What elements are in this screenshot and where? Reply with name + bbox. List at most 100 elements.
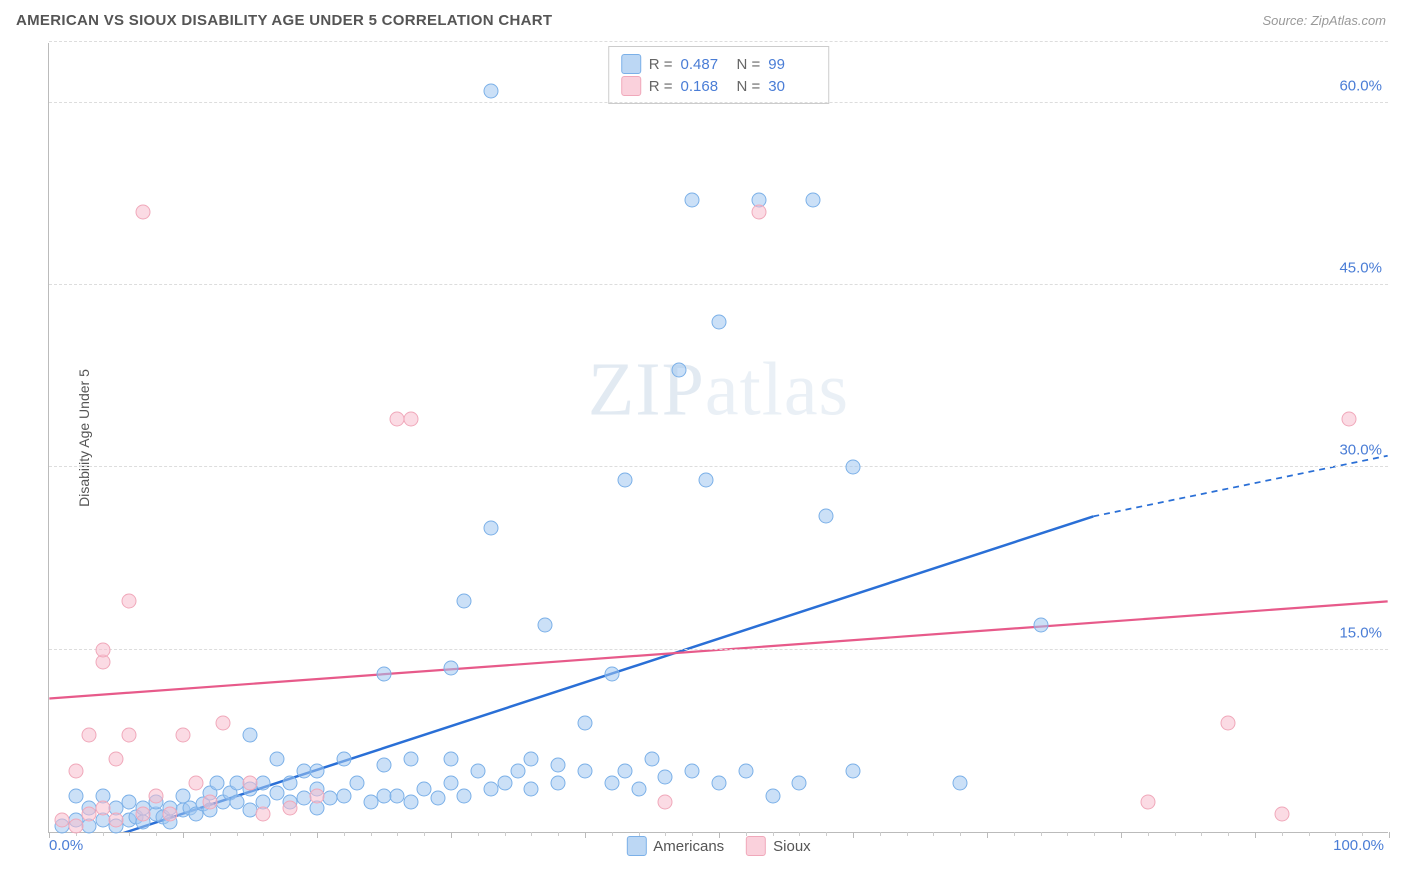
data-point: [229, 794, 244, 809]
data-point: [336, 752, 351, 767]
data-point: [109, 752, 124, 767]
y-axis-label: Disability Age Under 5: [76, 369, 92, 507]
data-point: [765, 788, 780, 803]
data-point: [68, 818, 83, 833]
x-tick: [49, 832, 50, 838]
data-point: [377, 667, 392, 682]
data-point: [135, 205, 150, 220]
data-point: [805, 193, 820, 208]
data-point: [457, 788, 472, 803]
data-point: [403, 794, 418, 809]
x-tick: [183, 832, 184, 838]
y-tick-label: 30.0%: [1339, 442, 1382, 459]
data-point: [484, 521, 499, 536]
data-point: [283, 800, 298, 815]
data-point: [578, 764, 593, 779]
data-point: [162, 806, 177, 821]
data-point: [497, 776, 512, 791]
x-tick: [451, 832, 452, 838]
x-tick: [719, 832, 720, 838]
data-point: [209, 776, 224, 791]
data-point: [1033, 618, 1048, 633]
data-point: [712, 776, 727, 791]
x-tick: [585, 832, 586, 838]
data-point: [1341, 411, 1356, 426]
data-point: [68, 764, 83, 779]
legend-row-sioux: R =0.168 N =30: [621, 75, 817, 97]
data-point: [243, 727, 258, 742]
data-point: [792, 776, 807, 791]
y-tick-label: 45.0%: [1339, 260, 1382, 277]
gridline: [49, 41, 1388, 42]
data-point: [457, 594, 472, 609]
x-tick: [853, 832, 854, 838]
y-tick-label: 15.0%: [1339, 624, 1382, 641]
x-tick: [317, 832, 318, 838]
data-point: [122, 727, 137, 742]
data-point: [202, 794, 217, 809]
data-point: [551, 758, 566, 773]
data-point: [189, 776, 204, 791]
data-point: [484, 83, 499, 98]
data-point: [216, 715, 231, 730]
plot-area: Disability Age Under 5 ZIPatlas R =0.487…: [48, 43, 1388, 833]
data-point: [685, 193, 700, 208]
data-point: [846, 764, 861, 779]
correlation-legend: R =0.487 N =99 R =0.168 N =30: [608, 46, 830, 104]
x-tick: [987, 832, 988, 838]
data-point: [269, 752, 284, 767]
data-point: [752, 205, 767, 220]
x-min-label: 0.0%: [49, 837, 83, 854]
data-point: [470, 764, 485, 779]
data-point: [524, 752, 539, 767]
x-tick: [1255, 832, 1256, 838]
data-point: [1140, 794, 1155, 809]
data-point: [310, 788, 325, 803]
data-point: [403, 411, 418, 426]
data-point: [256, 776, 271, 791]
data-point: [444, 660, 459, 675]
trend-lines: [49, 43, 1388, 832]
legend-item-sioux: Sioux: [746, 836, 811, 856]
data-point: [283, 776, 298, 791]
data-point: [1221, 715, 1236, 730]
data-point: [658, 794, 673, 809]
data-point: [537, 618, 552, 633]
data-point: [310, 764, 325, 779]
swatch-icon: [621, 54, 641, 74]
data-point: [95, 642, 110, 657]
data-point: [524, 782, 539, 797]
data-point: [403, 752, 418, 767]
data-point: [819, 509, 834, 524]
data-point: [68, 788, 83, 803]
data-point: [604, 776, 619, 791]
data-point: [631, 782, 646, 797]
data-point: [1274, 806, 1289, 821]
series-legend: Americans Sioux: [626, 836, 810, 856]
data-point: [846, 460, 861, 475]
x-tick: [1121, 832, 1122, 838]
data-point: [176, 727, 191, 742]
swatch-icon: [621, 76, 641, 96]
gridline: [49, 649, 1388, 650]
legend-row-americans: R =0.487 N =99: [621, 53, 817, 75]
data-point: [618, 472, 633, 487]
data-point: [122, 594, 137, 609]
x-max-label: 100.0%: [1333, 837, 1384, 854]
data-point: [511, 764, 526, 779]
data-point: [350, 776, 365, 791]
data-point: [135, 806, 150, 821]
data-point: [578, 715, 593, 730]
chart-title: AMERICAN VS SIOUX DISABILITY AGE UNDER 5…: [16, 12, 552, 29]
data-point: [336, 788, 351, 803]
watermark: ZIPatlas: [588, 347, 849, 434]
data-point: [953, 776, 968, 791]
data-point: [444, 752, 459, 767]
data-point: [149, 788, 164, 803]
data-point: [417, 782, 432, 797]
data-point: [698, 472, 713, 487]
swatch-icon: [746, 836, 766, 856]
swatch-icon: [626, 836, 646, 856]
data-point: [738, 764, 753, 779]
legend-item-americans: Americans: [626, 836, 724, 856]
